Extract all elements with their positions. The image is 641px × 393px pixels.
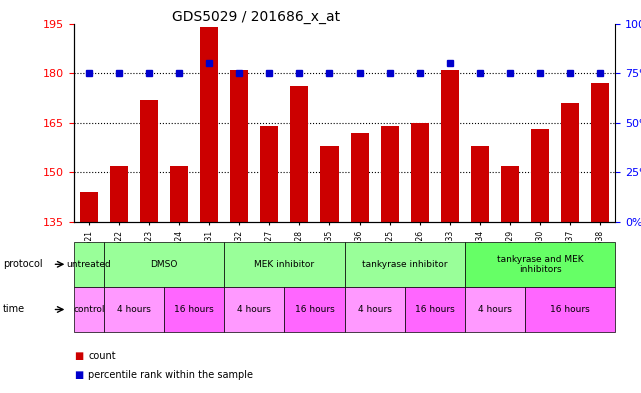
Text: GDS5029 / 201686_x_at: GDS5029 / 201686_x_at [172, 10, 340, 24]
Bar [230, 70, 248, 222]
Bar [531, 129, 549, 222]
Text: tankyrase inhibitor: tankyrase inhibitor [362, 260, 447, 269]
Text: untreated: untreated [67, 260, 111, 269]
Text: 4 hours: 4 hours [117, 305, 151, 314]
Bar [381, 126, 399, 222]
Bar [200, 27, 218, 222]
Text: ■: ■ [74, 351, 83, 361]
Text: 4 hours: 4 hours [478, 305, 512, 314]
Bar [290, 86, 308, 222]
Text: 16 hours: 16 hours [174, 305, 214, 314]
Bar [591, 83, 610, 222]
Bar [79, 192, 98, 222]
Bar [562, 103, 579, 222]
Bar [471, 146, 489, 222]
Text: DMSO: DMSO [150, 260, 178, 269]
Bar [260, 126, 278, 222]
Text: 16 hours: 16 hours [415, 305, 454, 314]
Bar [110, 166, 128, 222]
Bar [351, 133, 369, 222]
Bar [501, 166, 519, 222]
Bar [140, 100, 158, 222]
Text: 16 hours: 16 hours [295, 305, 335, 314]
Bar [411, 123, 429, 222]
Text: control: control [73, 305, 104, 314]
Bar [320, 146, 338, 222]
Text: count: count [88, 351, 116, 361]
Bar [441, 70, 459, 222]
Text: tankyrase and MEK
inhibitors: tankyrase and MEK inhibitors [497, 255, 583, 274]
Bar [170, 166, 188, 222]
Text: 4 hours: 4 hours [237, 305, 271, 314]
Text: 4 hours: 4 hours [358, 305, 392, 314]
Text: protocol: protocol [3, 259, 43, 269]
Text: 16 hours: 16 hours [551, 305, 590, 314]
Text: percentile rank within the sample: percentile rank within the sample [88, 370, 253, 380]
Text: ■: ■ [74, 370, 83, 380]
Text: time: time [3, 305, 26, 314]
Text: MEK inhibitor: MEK inhibitor [254, 260, 315, 269]
